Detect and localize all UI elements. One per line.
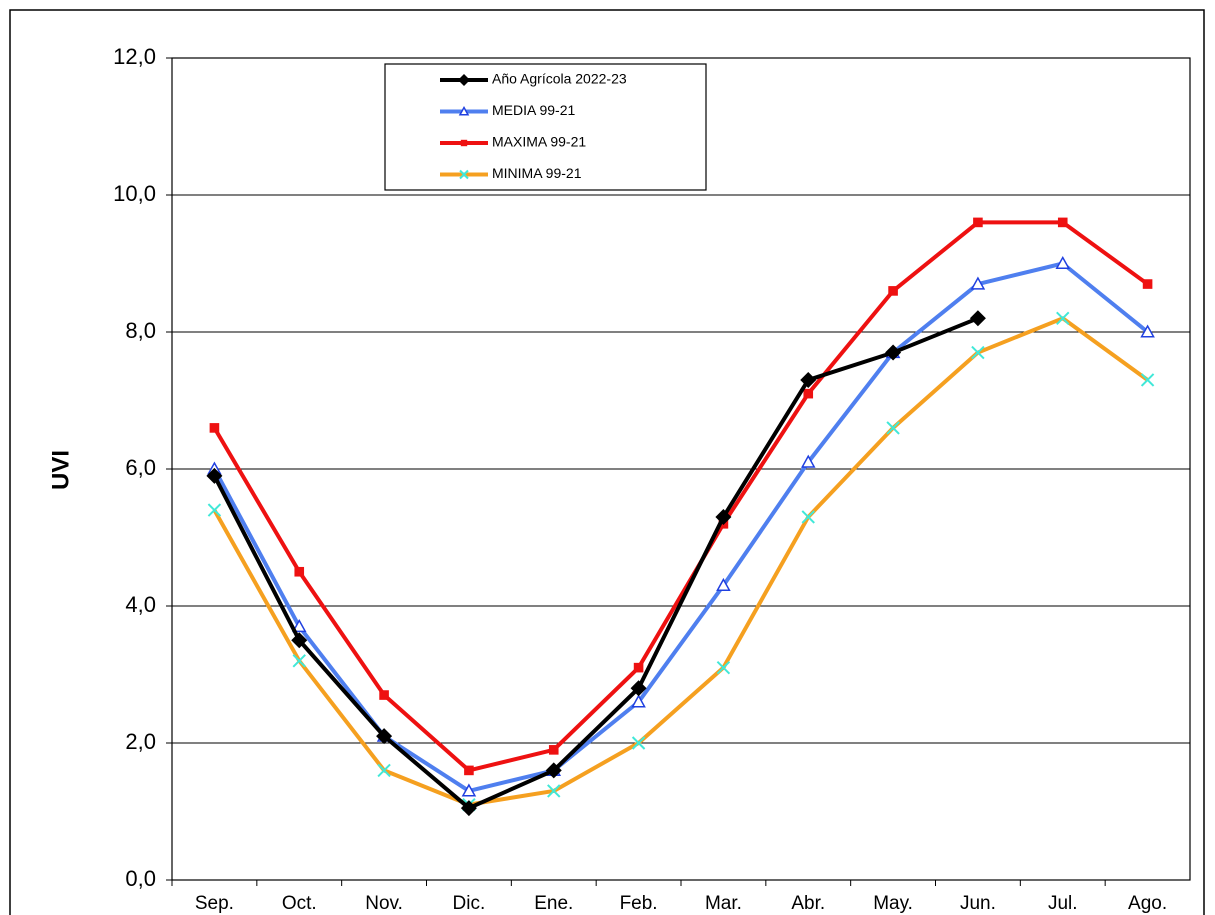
point-marker: [209, 423, 220, 433]
y-tick-label: 8,0: [125, 318, 156, 343]
x-tick-label: Ene.: [534, 893, 573, 914]
series-line: [212, 220, 1149, 773]
point-marker: [971, 345, 985, 360]
y-tick-label: 4,0: [125, 592, 156, 617]
point-marker: [548, 745, 559, 755]
x-tick-label: Abr.: [791, 893, 825, 914]
y-tick-label: 10,0: [113, 181, 156, 206]
point-marker: [206, 467, 223, 484]
x-tick-label: Nov.: [365, 893, 403, 914]
point-marker: [376, 728, 393, 745]
point-marker: [631, 694, 646, 708]
x-tick-label: Jul.: [1048, 893, 1078, 914]
y-tick-label: 12,0: [113, 44, 156, 69]
point-marker: [631, 736, 646, 750]
point-marker: [294, 566, 305, 577]
point-marker: [460, 139, 468, 147]
point-marker: [291, 632, 308, 649]
point-marker: [715, 508, 732, 525]
point-marker: [545, 762, 562, 779]
point-marker: [547, 784, 561, 798]
chart-frame: [9, 9, 1205, 915]
point-marker: [716, 577, 731, 591]
point-marker: [800, 454, 816, 468]
y-axis-label: UVI: [47, 450, 74, 490]
point-marker: [973, 217, 983, 228]
x-tick-label: Dic.: [453, 893, 486, 914]
point-marker: [800, 371, 817, 388]
point-marker: [207, 503, 222, 517]
x-tick-label: Jun.: [960, 893, 996, 914]
point-marker: [460, 800, 477, 817]
x-tick-label: Mar.: [705, 893, 742, 914]
legend-label: MEDIA 99-21: [492, 102, 575, 118]
point-marker: [969, 310, 986, 327]
point-marker: [461, 783, 477, 797]
legend: Año Agrícola 2022-23 MEDIA 99-21 MAXIMA 99…: [384, 63, 707, 191]
point-marker: [1056, 311, 1070, 326]
y-tick-label: 6,0: [125, 455, 156, 480]
point-marker: [458, 74, 470, 86]
x-tick-label: Oct.: [282, 893, 317, 914]
y-tick-label: 2,0: [125, 729, 156, 754]
point-marker: [1140, 373, 1155, 387]
point-marker: [633, 662, 644, 673]
point-marker: [464, 765, 474, 776]
point-marker: [377, 763, 391, 778]
x-tick-label: May.: [873, 893, 913, 914]
point-marker: [1142, 279, 1153, 289]
point-marker: [888, 286, 898, 296]
point-marker: [1057, 217, 1068, 228]
point-marker: [885, 344, 902, 361]
legend-label: MINIMA 99-21: [492, 165, 582, 181]
x-tick-label: Feb.: [620, 893, 658, 914]
legend-label: MAXIMA 99-21: [492, 134, 586, 150]
point-marker: [886, 421, 900, 435]
series-line: [212, 316, 1149, 807]
point-marker: [630, 680, 647, 697]
legend-box: [384, 63, 707, 191]
legend-label: Año Agrícola 2022-23: [492, 71, 627, 87]
x-tick-label: Sep.: [195, 893, 234, 914]
point-marker: [1140, 324, 1155, 338]
point-marker: [459, 169, 469, 180]
point-marker: [801, 510, 815, 524]
point-marker: [803, 388, 814, 399]
x-tick-label: Ago.: [1128, 893, 1167, 914]
series-line: [212, 316, 979, 811]
y-tick-label: 0,0: [125, 866, 156, 891]
point-marker: [458, 105, 470, 116]
point-marker: [379, 690, 389, 700]
point-marker: [292, 654, 306, 668]
point-marker: [1055, 255, 1071, 270]
point-marker: [291, 619, 307, 633]
point-marker: [716, 660, 731, 675]
point-marker: [970, 276, 986, 290]
